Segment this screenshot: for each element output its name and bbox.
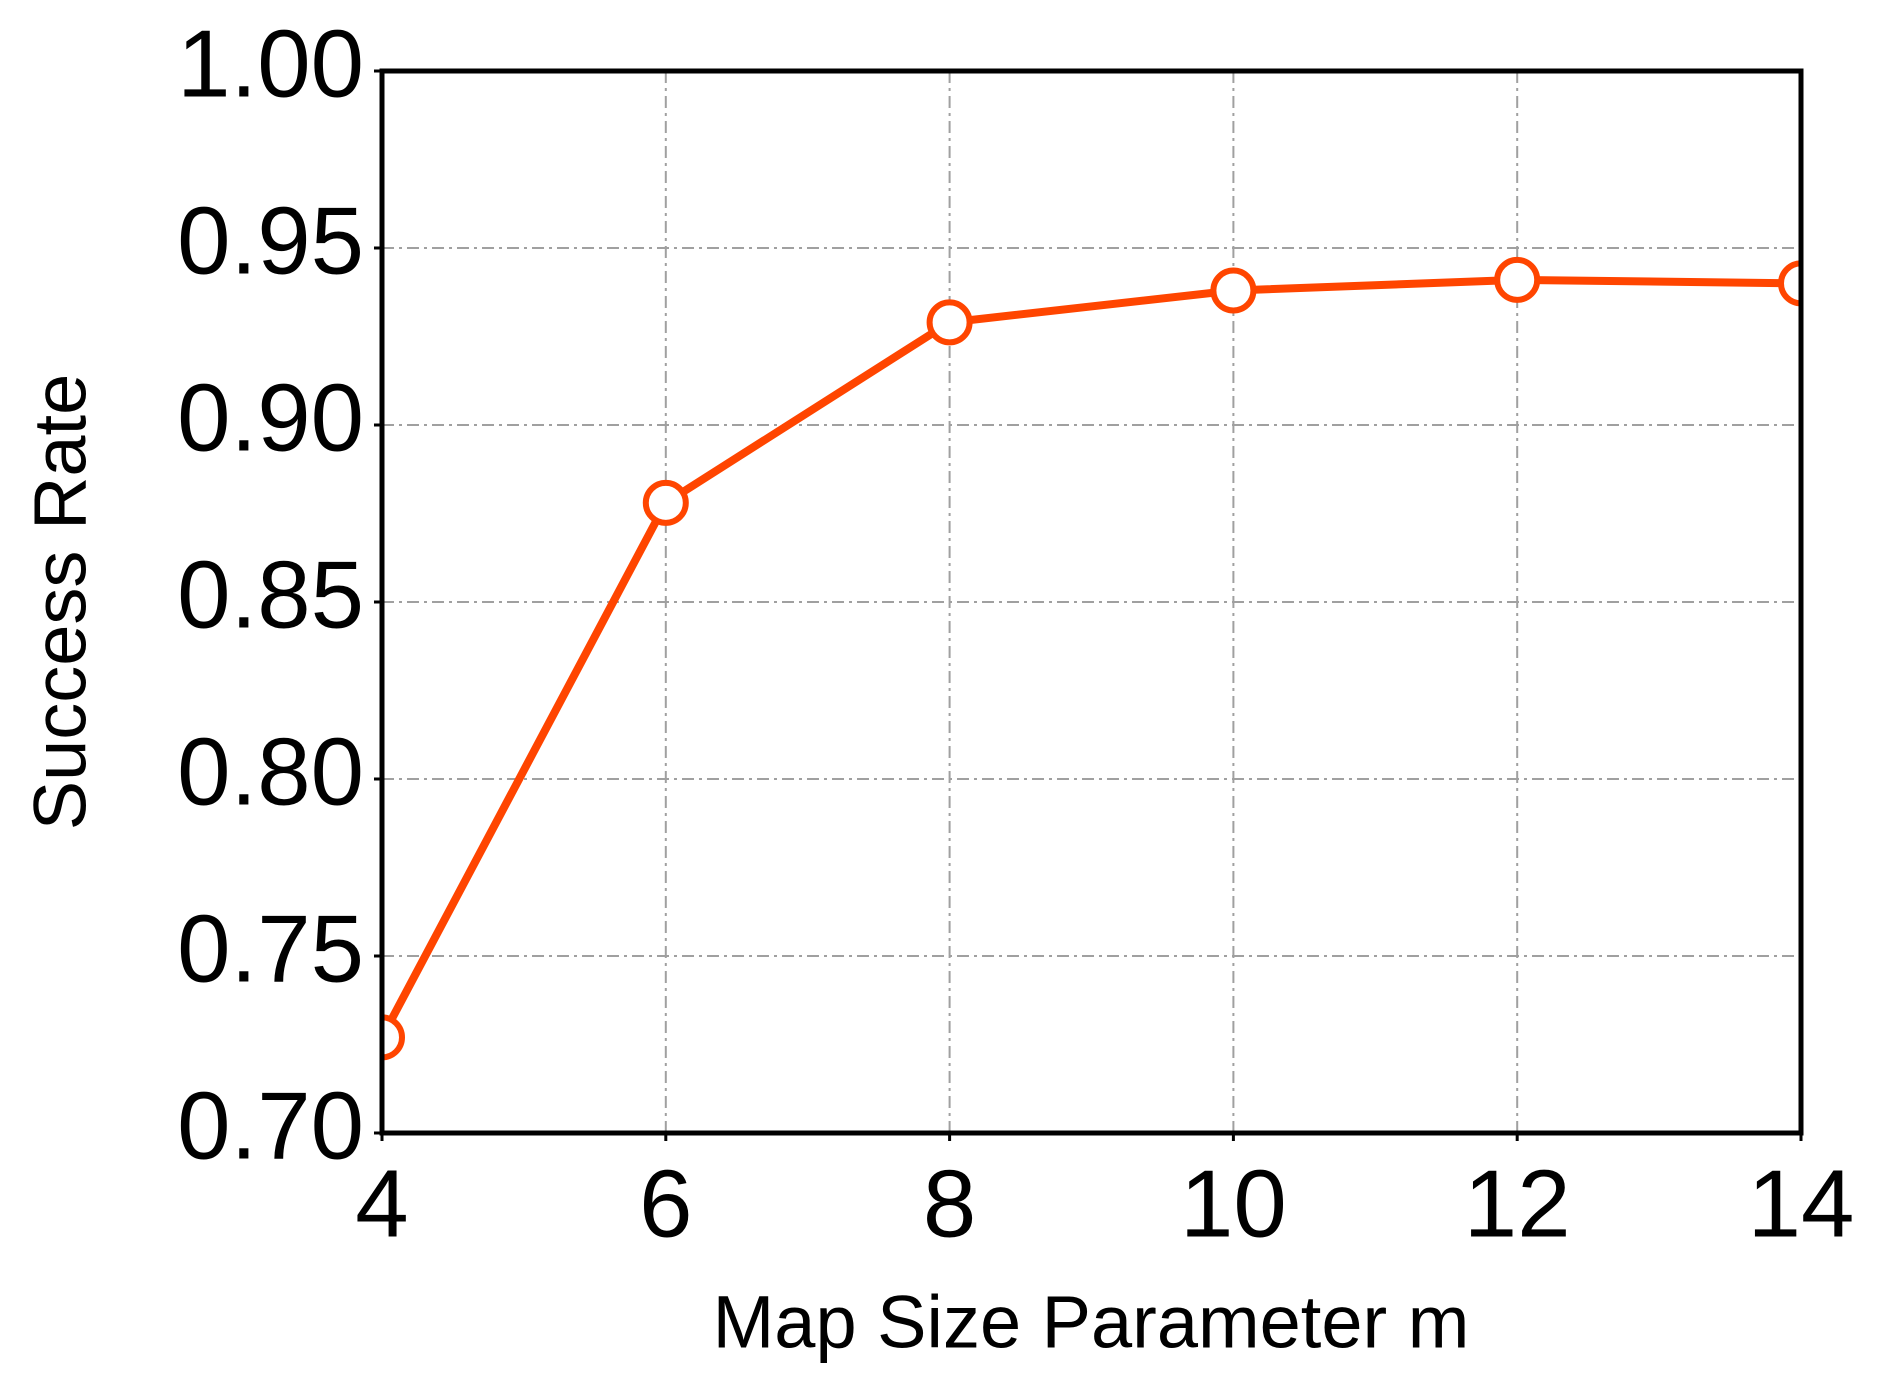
series-line xyxy=(382,275,1801,1040)
y-tick-label: 0.95 xyxy=(177,187,364,294)
point-marker xyxy=(926,299,973,346)
y-tick-label: 0.70 xyxy=(177,1072,364,1179)
x-tick-label: 4 xyxy=(355,1150,408,1257)
y-tick-label: 0.75 xyxy=(177,895,364,1002)
y-tick-label: 0.80 xyxy=(177,718,364,825)
point-marker xyxy=(1778,260,1801,307)
x-tick-label: 12 xyxy=(1464,1150,1571,1257)
x-tick-label: 6 xyxy=(639,1150,692,1257)
x-axis-label: Map Size Parameter m xyxy=(713,1281,1470,1364)
point-marker xyxy=(1494,256,1541,303)
y-tick-label: 0.90 xyxy=(177,364,364,471)
grid xyxy=(381,70,1802,1134)
point-marker xyxy=(382,1014,405,1061)
y-tick-label: 1.00 xyxy=(177,10,364,117)
y-tick-label: 0.85 xyxy=(177,541,364,648)
x-tick-label: 10 xyxy=(1180,1150,1287,1257)
point-marker xyxy=(1210,267,1257,314)
y-axis-label: Success Rate xyxy=(19,374,102,831)
plot xyxy=(382,256,1801,1061)
x-tick-label: 14 xyxy=(1748,1150,1855,1257)
point-marker xyxy=(642,479,689,526)
x-tick-label: 8 xyxy=(923,1150,976,1257)
